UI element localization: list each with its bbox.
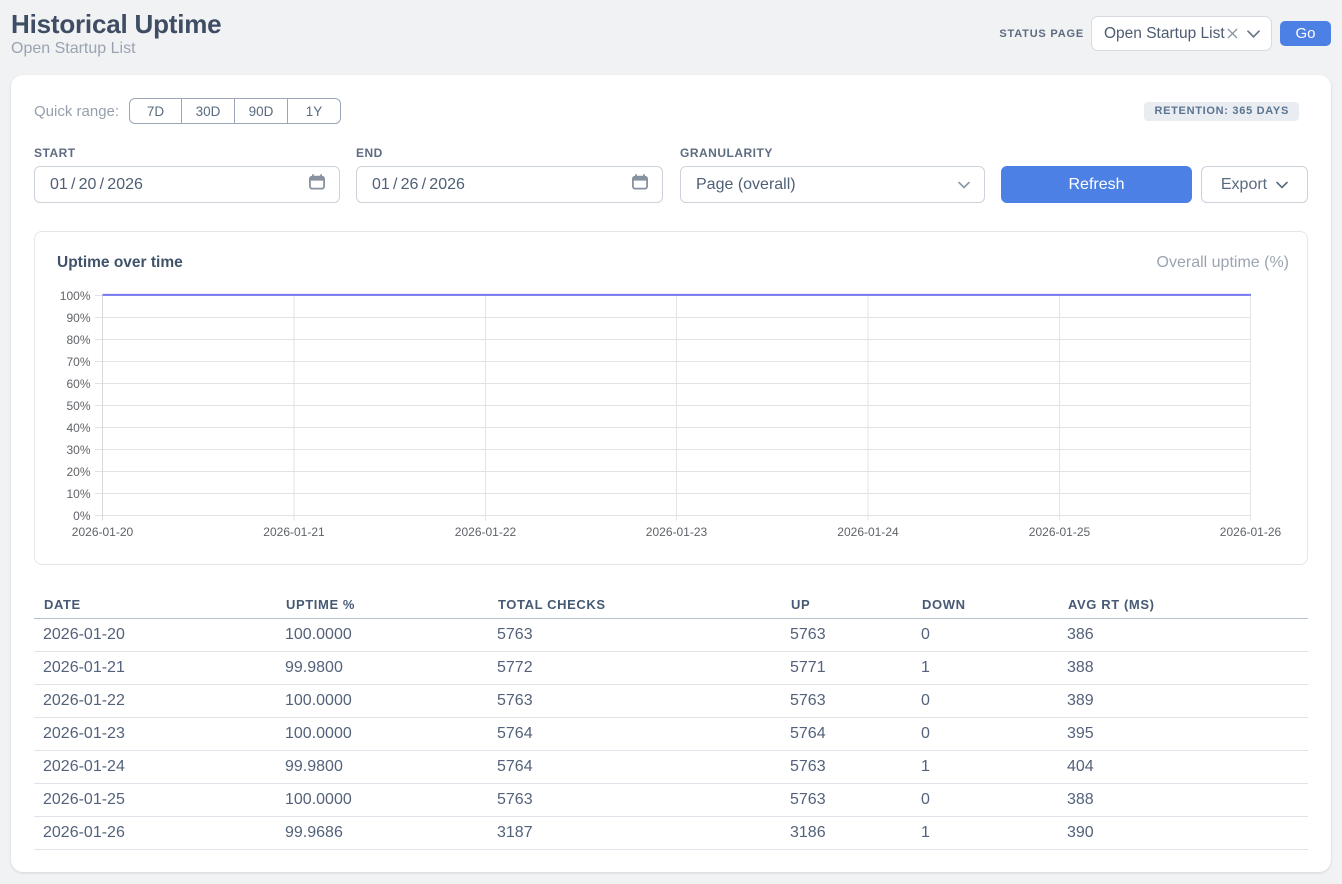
svg-text:100%: 100% [60, 289, 91, 303]
svg-text:40%: 40% [66, 421, 90, 435]
svg-text:80%: 80% [66, 333, 90, 347]
svg-text:2026-01-24: 2026-01-24 [837, 525, 899, 539]
svg-text:60%: 60% [66, 377, 90, 391]
svg-text:20%: 20% [66, 465, 90, 479]
svg-text:2026-01-25: 2026-01-25 [1029, 525, 1091, 539]
svg-text:90%: 90% [66, 311, 90, 325]
svg-text:30%: 30% [66, 443, 90, 457]
svg-text:50%: 50% [66, 399, 90, 413]
svg-text:2026-01-20: 2026-01-20 [72, 525, 134, 539]
svg-text:70%: 70% [66, 355, 90, 369]
svg-text:2026-01-21: 2026-01-21 [263, 525, 325, 539]
svg-text:2026-01-23: 2026-01-23 [646, 525, 708, 539]
svg-text:2026-01-26: 2026-01-26 [1220, 525, 1282, 539]
svg-text:10%: 10% [66, 487, 90, 501]
svg-text:2026-01-22: 2026-01-22 [455, 525, 517, 539]
svg-text:0%: 0% [73, 509, 91, 523]
